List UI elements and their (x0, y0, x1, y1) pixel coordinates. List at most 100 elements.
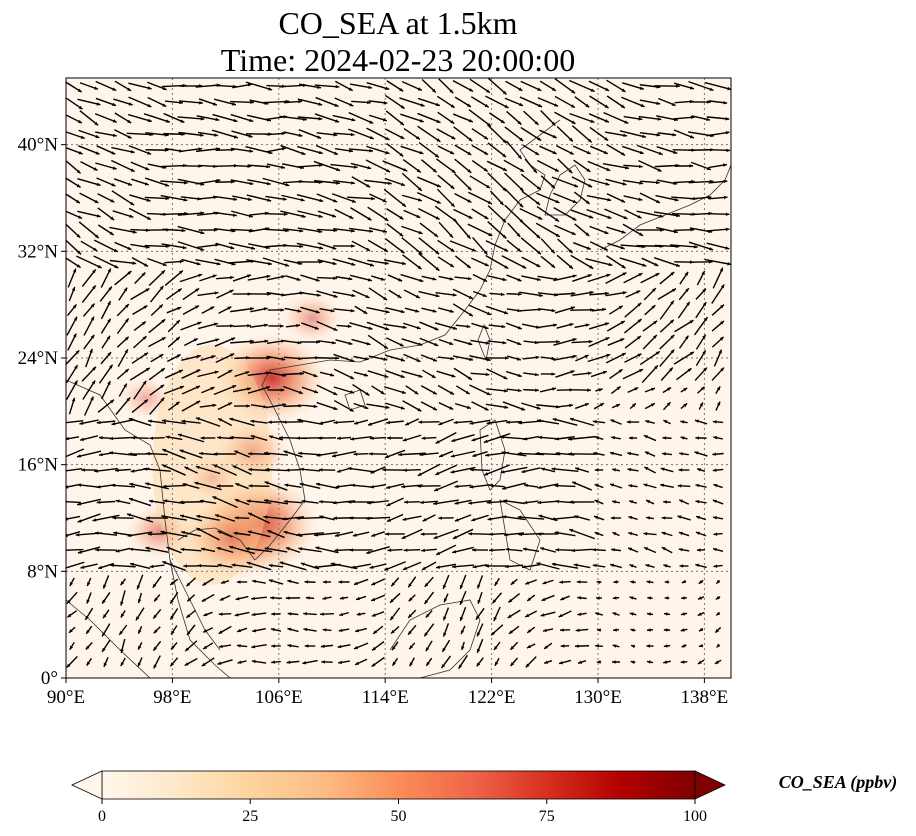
wind-arrow (638, 159, 662, 173)
lat-tick-label: 24°N (18, 348, 59, 369)
wind-arrow (351, 240, 371, 252)
wind-arrow (351, 100, 371, 105)
wind-arrow (574, 515, 590, 521)
wind-arrow (694, 419, 708, 425)
wind-arrow (459, 574, 467, 590)
wind-arrow (296, 242, 324, 250)
wind-arrow (691, 100, 711, 104)
wind-arrow (251, 659, 267, 664)
wind-arrow (697, 611, 705, 617)
wind-arrow (694, 451, 708, 457)
wind-arrow (217, 417, 233, 427)
wind-arrow (623, 115, 643, 121)
wind-arrow (663, 500, 671, 504)
wind-arrow (133, 380, 147, 400)
wind-arrow (622, 82, 644, 90)
wind-arrow (506, 420, 522, 424)
wind-arrow (542, 579, 554, 585)
wind-arrow (299, 482, 321, 490)
wind-arrow (92, 514, 120, 522)
wind-arrow (505, 370, 523, 378)
wind-arrow (556, 125, 574, 143)
wind-arrow (130, 287, 150, 301)
wind-arrow (522, 355, 540, 360)
wind-arrow (391, 657, 399, 667)
wind-arrow (696, 548, 706, 552)
coastline-east-china (494, 119, 561, 246)
wind-arrow (334, 80, 354, 92)
co-hotspot (281, 292, 343, 344)
wind-arrow (153, 655, 161, 669)
wind-arrow (79, 82, 99, 90)
wind-arrow (537, 483, 559, 490)
wind-arrow (368, 287, 388, 301)
wind-arrow (387, 548, 403, 552)
wind-arrow (252, 579, 266, 584)
wind-arrow (300, 306, 320, 314)
wind-arrow (148, 269, 166, 287)
wind-arrow (551, 515, 579, 521)
wind-arrow (166, 546, 182, 554)
wind-arrow (436, 128, 456, 140)
wind-arrow (657, 132, 677, 137)
wind-arrow (66, 448, 85, 458)
wind-arrow (661, 531, 673, 537)
wind-arrow (163, 112, 185, 124)
wind-arrow (297, 163, 323, 168)
wind-arrow (595, 644, 603, 648)
wind-arrow (408, 594, 416, 602)
wind-arrow (146, 451, 168, 456)
wind-arrow (349, 274, 373, 282)
wind-arrow (420, 532, 438, 536)
lon-tick-label: 130°E (574, 687, 622, 708)
wind-arrow (572, 145, 592, 155)
wind-arrow (570, 209, 594, 219)
wind-arrow (443, 593, 449, 603)
wind-arrow (265, 195, 287, 201)
wind-arrow (574, 323, 590, 329)
wind-arrow (183, 337, 199, 347)
wind-arrow (659, 319, 675, 333)
wind-arrow (646, 644, 654, 648)
wind-arrow (166, 306, 182, 314)
wind-arrow (469, 484, 491, 489)
wind-arrow (383, 323, 407, 329)
wind-arrow (540, 238, 556, 254)
wind-arrow (539, 129, 557, 139)
wind-arrow (314, 179, 340, 185)
wind-arrow (402, 515, 422, 521)
wind-arrow (433, 480, 459, 492)
wind-arrow (147, 532, 167, 536)
wind-arrow (147, 419, 167, 424)
wind-arrow (574, 644, 590, 648)
wind-arrow (232, 274, 252, 282)
wind-arrow (454, 499, 472, 505)
wind-arrow (109, 226, 137, 234)
wind-arrow (602, 162, 630, 170)
wind-arrow (184, 640, 198, 652)
wind-arrow (568, 452, 596, 456)
map-panel: 90°E 98°E 106°E 114°E 122°E 130°E 138°E 0° 8°N 1… (18, 77, 732, 708)
wind-arrow (418, 252, 440, 272)
wind-arrow (68, 286, 76, 302)
wind-arrow (574, 402, 590, 410)
wind-arrow (93, 255, 119, 269)
wind-arrow (417, 484, 441, 488)
wind-arrow (573, 563, 591, 569)
wind-arrow (400, 113, 424, 123)
wind-arrow (594, 612, 604, 616)
wind-arrow (286, 660, 300, 665)
wind-arrow (169, 591, 179, 605)
wind-arrow (282, 385, 304, 395)
wind-arrow (182, 482, 200, 489)
wind-arrow (588, 178, 610, 186)
wind-arrow (572, 371, 592, 376)
wind-arrow (420, 159, 438, 173)
wind-arrow (160, 194, 188, 202)
wind-arrow (296, 516, 324, 521)
wind-arrow (114, 129, 132, 139)
wind-arrow (477, 591, 483, 605)
wind-arrow (540, 109, 556, 127)
wind-arrow (322, 628, 332, 632)
